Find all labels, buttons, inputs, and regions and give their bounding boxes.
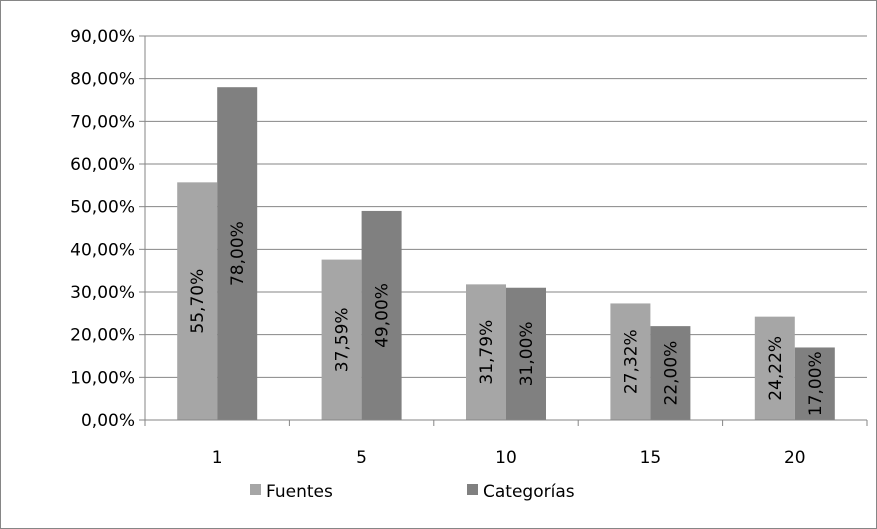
legend-label-fuentes: Fuentes (266, 482, 333, 502)
bar-fuentes-15 (610, 303, 651, 420)
x-tick-label: 10 (495, 448, 517, 468)
y-tick-label: 60,00% (70, 155, 135, 175)
y-tick-label: 0,00% (81, 411, 135, 431)
data-label: 24,22% (766, 336, 786, 401)
bars (177, 87, 835, 420)
y-tick-label: 30,00% (70, 283, 135, 303)
x-tick-label: 15 (640, 448, 662, 468)
gridlines (145, 35, 867, 378)
data-label: 31,79% (477, 320, 497, 385)
data-labels: 55,70% 78,00% 37,59% 49,00% 31,79% 31,00% 27,3… (188, 221, 826, 416)
legend: Fuentes Categorías (250, 482, 575, 502)
bar-categorias-20 (794, 347, 835, 420)
bar-fuentes-20 (754, 316, 795, 420)
y-tick-label: 20,00% (70, 326, 135, 346)
data-label: 55,70% (188, 269, 208, 334)
bar-categorias-1 (217, 87, 258, 420)
data-label: 49,00% (373, 283, 393, 348)
legend-swatch-fuentes (250, 484, 261, 495)
data-label: 27,32% (621, 329, 641, 394)
y-tick-label: 10,00% (70, 368, 135, 388)
bar-fuentes-1 (177, 182, 218, 420)
data-label: 22,00% (661, 341, 681, 406)
x-tick-label: 20 (784, 448, 806, 468)
data-label: 17,00% (806, 351, 826, 416)
data-label: 37,59% (333, 307, 353, 372)
x-tick-label: 5 (356, 448, 367, 468)
legend-swatch-categorias (467, 484, 478, 495)
y-tick-label: 70,00% (70, 112, 135, 132)
x-tick-label: 1 (212, 448, 223, 468)
y-tick-label: 80,00% (70, 70, 135, 90)
y-tick-label: 50,00% (70, 198, 135, 218)
bar-categorias-10 (506, 287, 546, 420)
data-label: 78,00% (228, 221, 248, 286)
y-tick-label: 40,00% (70, 240, 135, 260)
bar-categorias-5 (361, 210, 402, 420)
bar-fuentes-10 (466, 284, 506, 420)
y-tick-labels: 0,00% 10,00% 20,00% 30,00% 40,00% 50,00% 60,00… (70, 27, 135, 431)
bar-fuentes-5 (321, 259, 362, 420)
data-label: 31,00% (517, 321, 537, 386)
legend-label-categorias: Categorías (483, 482, 575, 502)
axes (139, 35, 868, 426)
bar-categorias-15 (650, 326, 691, 420)
y-tick-label: 90,00% (70, 27, 135, 47)
x-tick-labels: 1 5 10 15 20 (212, 448, 806, 468)
